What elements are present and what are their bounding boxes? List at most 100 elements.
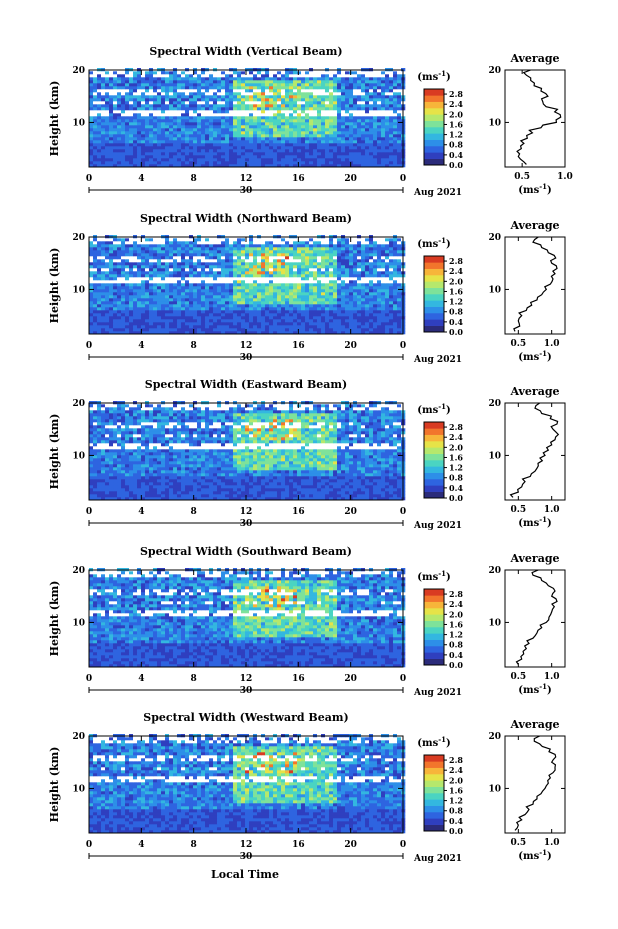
- profile-x-tick-label: 1.0: [544, 838, 560, 848]
- colorbar-swatch: [424, 589, 444, 596]
- colorbar-swatch: [424, 658, 444, 666]
- profile-x-tick-label: 0.5: [510, 505, 526, 515]
- x-tick-label: 20: [344, 507, 357, 517]
- x-tick-label: 0: [86, 507, 92, 517]
- colorbar-tick-label: 0.8: [449, 640, 463, 650]
- date-label: Aug 2021: [413, 854, 462, 864]
- colorbar-tick-label: 0.0: [449, 160, 463, 170]
- profile-y-tick-label: 10: [488, 285, 501, 295]
- colorbar-tick-label: 2.8: [449, 256, 463, 266]
- x-tick-label: 20: [344, 674, 357, 684]
- colorbar-swatch: [424, 300, 444, 307]
- profile-x-label: (ms-1): [518, 515, 551, 529]
- profile-y-tick-label: 20: [488, 233, 501, 243]
- profile-y-tick-label: 10: [488, 618, 501, 628]
- colorbar-swatch: [424, 256, 444, 263]
- y-axis-label: Height (km): [48, 81, 61, 157]
- colorbar-swatch: [424, 812, 444, 819]
- colorbar-tick-label: 2.8: [449, 589, 463, 599]
- date-label: Aug 2021: [413, 688, 462, 698]
- y-tick-label: 10: [72, 118, 85, 128]
- colorbar-swatch: [424, 595, 444, 602]
- colorbar-swatch: [424, 627, 444, 634]
- colorbar-tick-label: 2.0: [449, 442, 463, 452]
- profile-title: Average: [509, 219, 559, 232]
- profile-title: Average: [509, 385, 559, 398]
- heatmap-cells: [89, 568, 406, 668]
- colorbar-swatch: [424, 114, 444, 121]
- profile-x-tick-label: 0.5: [510, 838, 526, 848]
- heatmap-cells: [89, 401, 406, 501]
- panel-title: Spectral Width (Eastward Beam): [145, 378, 347, 391]
- colorbar-swatch: [424, 127, 444, 134]
- colorbar: 0.00.40.81.21.62.02.42.8 (ms-1): [417, 236, 463, 337]
- colorbar-swatch: [424, 294, 444, 301]
- profile-title: Average: [509, 718, 559, 731]
- x-tick-label: 0: [400, 174, 406, 184]
- colorbar-swatch: [424, 441, 444, 448]
- colorbar-tick-label: 1.6: [449, 619, 463, 629]
- colorbar-swatch: [424, 146, 444, 153]
- colorbar-swatch: [424, 767, 444, 775]
- profile-y-tick-label: 20: [488, 566, 501, 576]
- x-tick-label: 12: [240, 674, 253, 684]
- colorbar-tick-label: 0.0: [449, 660, 463, 670]
- profile-line: [509, 402, 560, 498]
- x-tick-label: 0: [86, 174, 92, 184]
- colorbar-unit: (ms-1): [417, 236, 450, 250]
- profile-frame: [504, 402, 566, 501]
- x-tick-label: 8: [191, 507, 197, 517]
- profile-y-tick-label: 10: [488, 118, 501, 128]
- date-label: Aug 2021: [413, 355, 462, 365]
- colorbar-swatch: [424, 633, 444, 640]
- day-label: 30: [240, 852, 253, 862]
- x-tick-label: 16: [292, 840, 305, 850]
- panel-title: Spectral Width (Northward Beam): [140, 212, 352, 225]
- x-tick-label: 8: [191, 674, 197, 684]
- colorbar-tick-label: 0.4: [449, 317, 463, 327]
- panel-1: Spectral Width (Vertical Beam) 10 20 Height…: [48, 45, 573, 198]
- colorbar-tick-label: 1.2: [449, 796, 463, 806]
- colorbar-tick-label: 2.8: [449, 755, 463, 765]
- colorbar-swatch: [424, 479, 444, 486]
- colorbar-tick-label: 2.0: [449, 775, 463, 785]
- profile-frame: [504, 569, 566, 668]
- date-label: Aug 2021: [413, 188, 462, 198]
- profile-y-tick-label: 10: [488, 451, 501, 461]
- colorbar-swatch: [424, 319, 444, 326]
- x-tick-label: 12: [240, 174, 253, 184]
- panel-3: Spectral Width (Eastward Beam) 10 20 Height…: [48, 378, 566, 531]
- colorbar-swatch: [424, 466, 444, 473]
- colorbar-tick-label: 0.4: [449, 650, 463, 660]
- colorbar: 0.00.40.81.21.62.02.42.8 (ms-1): [417, 69, 463, 170]
- day-label: 30: [240, 186, 253, 196]
- colorbar-swatch: [424, 601, 444, 609]
- panel-5: Spectral Width (Westward Beam) 10 20 Height…: [48, 711, 566, 864]
- colorbar-tick-label: 1.2: [449, 630, 463, 640]
- colorbar-swatch: [424, 755, 444, 762]
- panel-title: Spectral Width (Westward Beam): [143, 711, 348, 724]
- profile-frame: [504, 236, 566, 335]
- colorbar-tick-label: 2.4: [449, 599, 463, 609]
- colorbar-tick-label: 2.4: [449, 266, 463, 276]
- average-profile: Average 10 20 0.5 1.0(ms-1): [488, 552, 566, 696]
- profile-title: Average: [509, 552, 559, 565]
- x-tick-label: 4: [138, 674, 144, 684]
- colorbar-swatch: [424, 275, 444, 282]
- y-axis-label: Height (km): [48, 581, 61, 657]
- colorbar-swatch: [424, 281, 444, 288]
- colorbar-swatch: [424, 646, 444, 653]
- y-axis-label: Height (km): [48, 747, 61, 823]
- colorbar-swatch: [424, 620, 444, 628]
- heatmap-cells: [89, 734, 406, 834]
- y-tick-label: 20: [72, 566, 85, 576]
- colorbar-swatch: [424, 639, 444, 647]
- colorbar-tick-label: 1.6: [449, 119, 463, 129]
- x-tick-label: 12: [240, 507, 253, 517]
- profile-line: [513, 236, 558, 332]
- y-tick-label: 20: [72, 399, 85, 409]
- colorbar-swatch: [424, 780, 444, 787]
- colorbar-frame: [423, 588, 445, 666]
- profile-y-tick-label: 10: [488, 784, 501, 794]
